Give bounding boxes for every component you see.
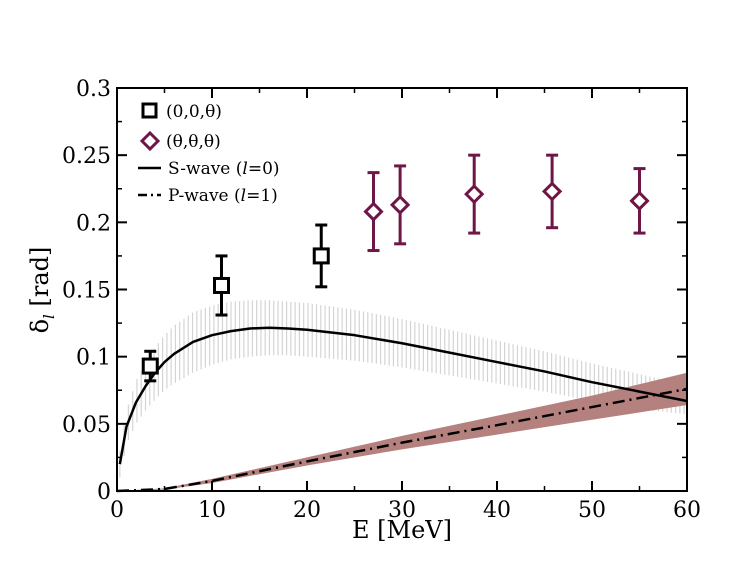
legend-label-2: S-wave (l=0) [168,159,280,179]
uncertainty-bands [117,300,687,491]
legend-label-0: (0,0,θ) [166,102,222,122]
x-tick-label: 10 [198,498,226,523]
square-point [312,223,330,289]
x-tick-label: 0 [110,498,124,523]
y-tick-label: 0.15 [62,279,111,304]
diamond-point [389,164,411,246]
square-marker [312,247,330,265]
y-tick-label: 0.1 [76,346,111,371]
data-points [141,153,650,383]
y-tick-label: 0.05 [62,413,111,438]
p-wave-curve [116,387,688,493]
diamond-marker [363,201,384,222]
diamond-point [541,153,563,230]
diamond-point [363,171,384,253]
x-axis-label: E [MeV] [352,516,452,544]
square-point [141,349,159,383]
legend-marker-square [141,102,158,119]
diamond-marker [629,190,650,211]
x-tick-label: 40 [483,498,511,523]
x-tick-label: 20 [293,498,321,523]
square-marker [141,357,159,375]
diamond-marker [389,194,411,215]
legend: (0,0,θ) (θ,θ,θ) S-wave (l=0) P-wave (l=1… [138,102,280,206]
x-tick-label: 50 [578,498,606,523]
y-tick-label: 0.25 [62,144,111,169]
x-tick-label: 30 [388,498,416,523]
legend-label-1: (θ,θ,θ) [166,132,221,152]
legend-label-3: P-wave (l=1) [168,186,278,206]
x-tick-label: 60 [673,498,701,523]
y-axis-label: δl [rad] [26,247,58,334]
legend-marker-diamond [139,130,161,152]
y-tick-label: 0.2 [76,211,111,236]
square-point [213,254,230,317]
diamond-marker [541,181,563,202]
y-tick-label: 0.3 [76,77,111,102]
diamond-marker [464,184,485,205]
y-tick-label: 0 [97,480,111,505]
p-wave-band [117,372,687,491]
diamond-point [464,153,485,235]
square-marker [213,276,230,294]
axis-ticks: 0 10 20 30 40 50 60 0 0.05 0.1 0.15 0.2 0.25 0.3 [62,77,701,523]
diamond-point [629,167,650,235]
